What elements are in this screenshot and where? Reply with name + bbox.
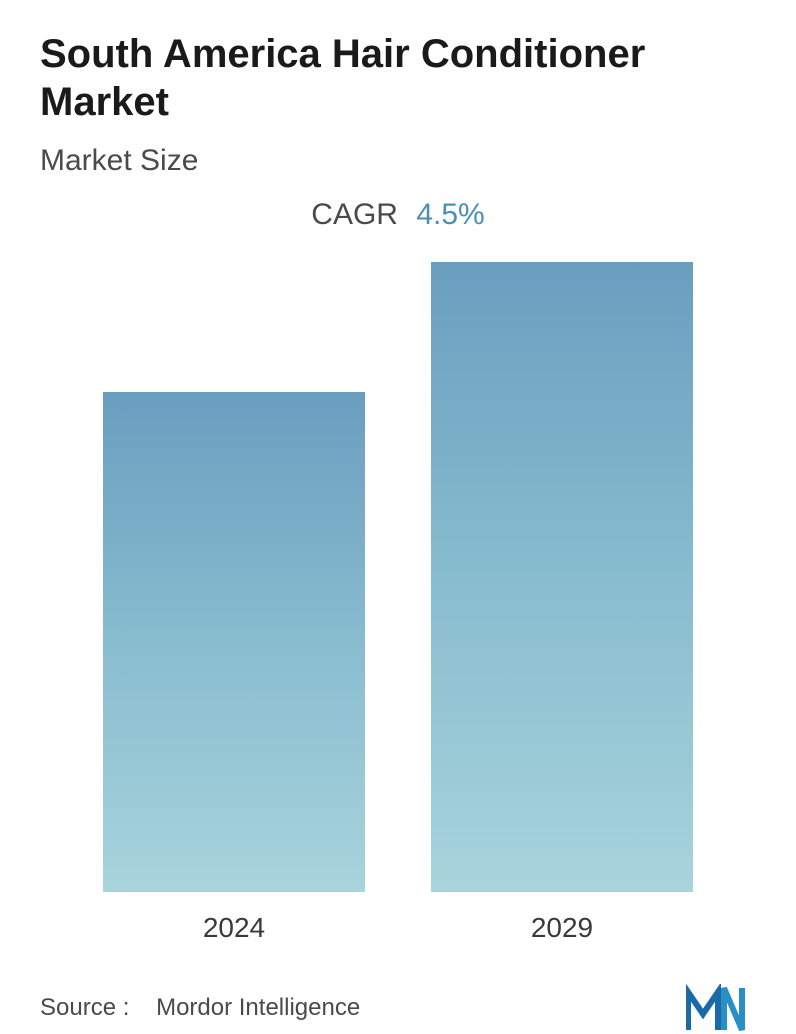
source-text: Source : Mordor Intelligence <box>40 994 360 1022</box>
page-title: South America Hair Conditioner Market <box>40 30 756 126</box>
cagr-row: CAGR 4.5% <box>40 198 756 232</box>
mordor-logo-icon <box>686 984 756 1032</box>
bar-chart: 2024 2029 <box>40 242 756 944</box>
bar-group-0: 2024 <box>103 392 365 944</box>
cagr-label: CAGR <box>311 198 398 231</box>
footer: Source : Mordor Intelligence <box>40 974 756 1032</box>
chart-container: South America Hair Conditioner Market Ma… <box>0 0 796 1034</box>
bar-0 <box>103 392 365 892</box>
bar-group-1: 2029 <box>431 262 693 944</box>
source-label: Source : <box>40 994 129 1021</box>
bar-label-1: 2029 <box>531 912 593 944</box>
bar-label-0: 2024 <box>203 912 265 944</box>
cagr-value: 4.5% <box>416 198 484 231</box>
bar-1 <box>431 262 693 892</box>
subtitle: Market Size <box>40 144 756 178</box>
source-name: Mordor Intelligence <box>156 994 360 1021</box>
